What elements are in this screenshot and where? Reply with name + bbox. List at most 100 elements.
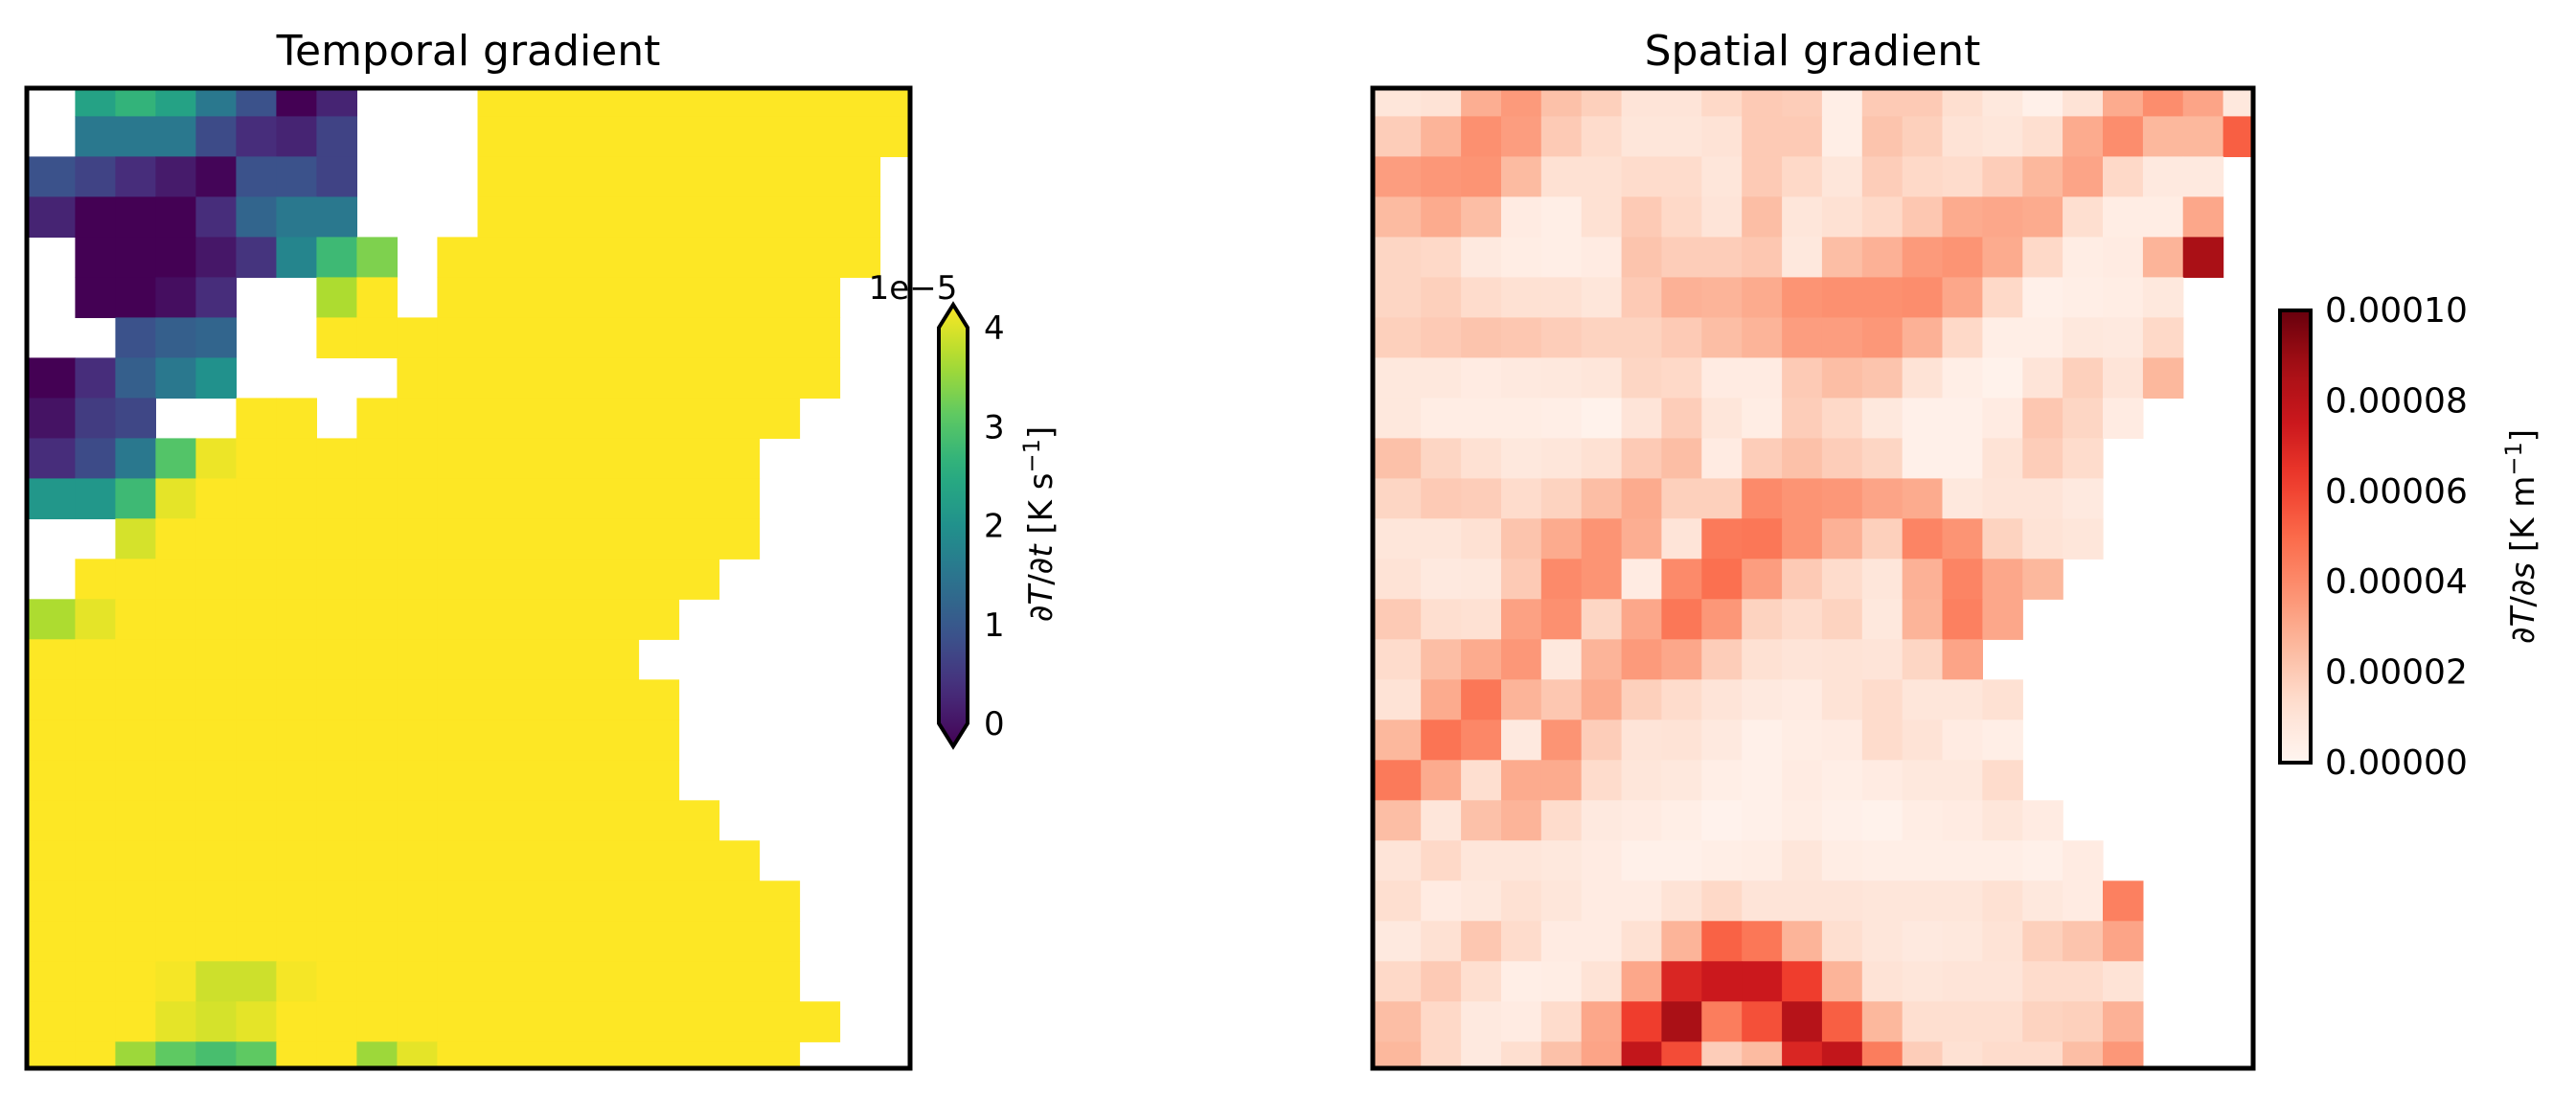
heatmap-cell — [236, 438, 277, 479]
heatmap-cell — [1701, 599, 1743, 640]
heatmap-cell — [1540, 277, 1583, 318]
heatmap-cell — [2182, 196, 2224, 238]
heatmap-cell — [1861, 438, 1904, 479]
heatmap-cell — [1861, 357, 1904, 399]
heatmap-cell — [477, 639, 519, 680]
heatmap-cell — [477, 237, 519, 278]
heatmap-cell — [1373, 639, 1422, 680]
heatmap-cell — [598, 277, 640, 318]
heatmap-cell — [558, 518, 600, 560]
heatmap-cell — [1902, 196, 1944, 238]
heatmap-cell — [115, 438, 156, 479]
heatmap-cell — [1782, 639, 1823, 680]
heatmap-cell — [1373, 599, 1422, 640]
heatmap-cell — [316, 1041, 357, 1068]
heatmap-cell — [1621, 800, 1663, 841]
heatmap-cell — [195, 196, 237, 238]
heatmap-cell — [1902, 237, 1944, 278]
heatmap-cell — [1373, 88, 1422, 117]
heatmap-cell — [678, 1041, 720, 1068]
heatmap-cell — [1982, 116, 2023, 157]
heatmap-cell — [1581, 720, 1623, 761]
heatmap-cell — [558, 88, 600, 117]
heatmap-cell — [1661, 1041, 1702, 1068]
heatmap-cell — [437, 317, 478, 358]
heatmap-cell — [1421, 438, 1462, 479]
heatmap-cell — [195, 599, 237, 640]
heatmap-cell — [236, 398, 277, 439]
heatmap-cell — [397, 961, 438, 1002]
heatmap-cell — [1861, 880, 1904, 922]
heatmap-cell — [718, 880, 761, 922]
heatmap-cell — [718, 277, 761, 318]
heatmap-cell — [1942, 357, 1983, 399]
heatmap-cell — [1540, 921, 1583, 962]
label-part: ] — [2504, 429, 2542, 442]
heatmap-cell — [1861, 478, 1904, 519]
heatmap-cell — [155, 679, 196, 720]
heatmap-cell — [155, 840, 196, 881]
heatmap-cell — [517, 237, 559, 278]
heatmap-cell — [678, 357, 720, 399]
heatmap-cell — [2142, 237, 2184, 278]
heatmap-cell — [2223, 116, 2253, 157]
heatmap-cell — [477, 156, 519, 197]
heatmap-cell — [1982, 156, 2023, 197]
heatmap-cell — [1581, 1001, 1623, 1042]
heatmap-cell — [236, 1041, 277, 1068]
heatmap-cell — [1421, 1041, 1462, 1068]
heatmap-cell — [75, 478, 116, 519]
heatmap-cell — [1902, 357, 1944, 399]
heatmap-cell — [1661, 116, 1702, 157]
heatmap-cell — [1701, 559, 1743, 600]
heatmap-cell — [1942, 196, 1983, 238]
heatmap-cell — [678, 116, 720, 157]
heatmap-cell — [638, 88, 680, 117]
heatmap-cell — [115, 559, 156, 600]
heatmap-cell — [799, 88, 841, 117]
heatmap-cell — [759, 196, 801, 238]
heatmap-cell — [1621, 438, 1663, 479]
heatmap-cell — [1373, 357, 1422, 399]
heatmap-cell — [1742, 961, 1783, 1002]
heatmap-cell — [2182, 237, 2224, 278]
heatmap-cell — [1540, 357, 1583, 399]
heatmap-cell — [437, 478, 478, 519]
heatmap-cell — [2063, 478, 2104, 519]
heatmap-cell — [759, 921, 801, 962]
heatmap-cell — [558, 357, 600, 399]
heatmap-cell — [1982, 559, 2023, 600]
heatmap-cell — [236, 196, 277, 238]
heatmap-cell — [839, 116, 881, 157]
heatmap-cell — [397, 398, 438, 439]
heatmap-cell — [1902, 1041, 1944, 1068]
heatmap-cell — [1942, 880, 1983, 922]
heatmap-cell — [195, 518, 237, 560]
heatmap-cell — [155, 559, 196, 600]
heatmap-cell — [558, 438, 600, 479]
heatmap-cell — [1501, 438, 1542, 479]
heatmap-cell — [1701, 1001, 1743, 1042]
heatmap-cell — [75, 760, 116, 801]
temporal-colorbar: 1e−5 0 1 2 3 4 ∂T/∂t [K s−1] — [869, 269, 1060, 750]
heatmap-cell — [155, 116, 196, 157]
heatmap-cell — [1661, 518, 1702, 560]
heatmap-cell — [276, 196, 317, 238]
heatmap-cell — [598, 196, 640, 238]
spatial-gradient-title: Spatial gradient — [1645, 27, 1981, 76]
heatmap-cell — [1501, 720, 1542, 761]
heatmap-cell — [1540, 800, 1583, 841]
heatmap-cell — [477, 720, 519, 761]
heatmap-cell — [1621, 277, 1663, 318]
heatmap-cell — [2103, 237, 2144, 278]
heatmap-cell — [316, 599, 357, 640]
heatmap-cell — [638, 1001, 680, 1042]
colorbar-tick-label: 0.00010 — [2325, 291, 2468, 331]
heatmap-cell — [276, 1001, 317, 1042]
heatmap-cell — [678, 196, 720, 238]
heatmap-cell — [1501, 880, 1542, 922]
heatmap-cell — [1942, 800, 1983, 841]
heatmap-cell — [558, 478, 600, 519]
heatmap-cell — [155, 317, 196, 358]
heatmap-cell — [1581, 317, 1623, 358]
